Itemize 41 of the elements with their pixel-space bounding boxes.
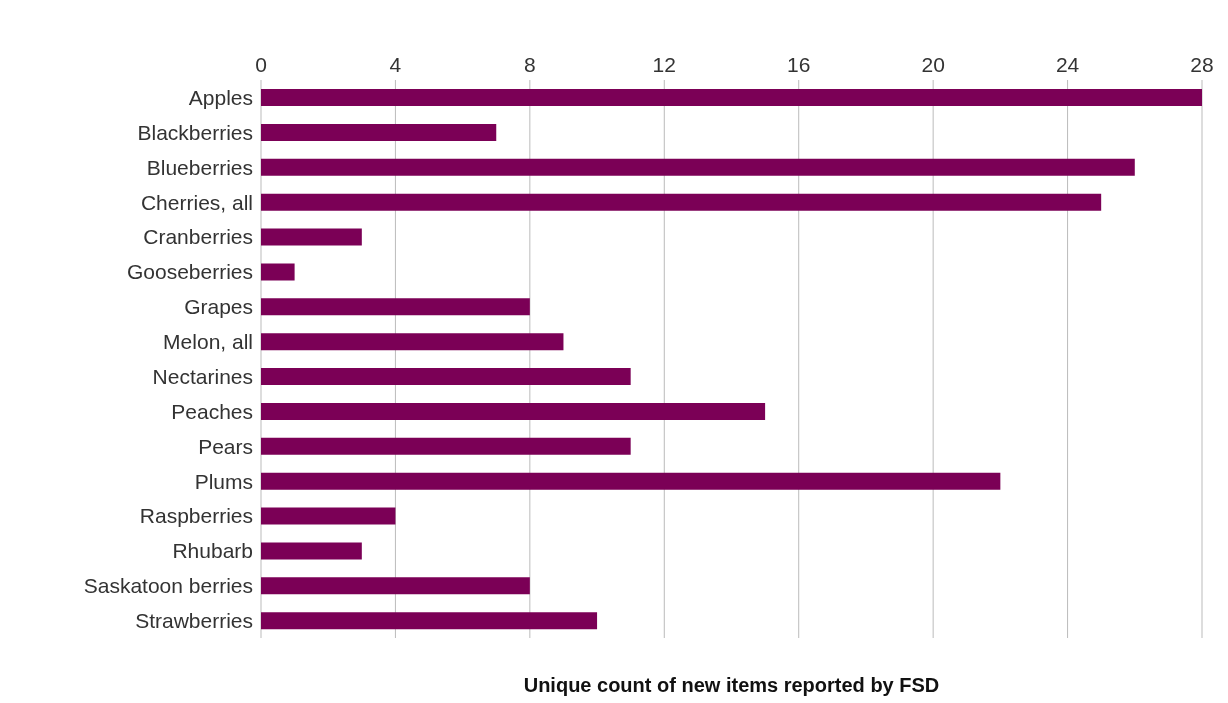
y-tick-label: Pears	[198, 434, 253, 458]
x-tick-label: 8	[524, 53, 536, 76]
bar	[261, 368, 631, 385]
bar	[261, 123, 497, 141]
bar	[261, 263, 295, 281]
x-tick-label: 20	[921, 53, 945, 76]
x-tick-label: 16	[787, 53, 811, 76]
y-tick-label: Grapes	[184, 295, 253, 319]
y-tick-label: Melon, all	[163, 330, 253, 354]
y-tick-label: Blackberries	[137, 120, 253, 144]
y-tick-label: Gooseberries	[126, 260, 253, 284]
y-tick-label: Apples	[188, 85, 253, 109]
bar	[261, 298, 530, 316]
y-tick-label: Nectarines	[152, 364, 253, 388]
y-tick-label: Raspberries	[139, 504, 253, 528]
bar	[261, 228, 362, 246]
y-tick-label: Saskatoon berries	[83, 574, 253, 598]
bar	[261, 333, 564, 351]
bar	[261, 542, 362, 560]
bar	[261, 437, 631, 455]
y-tick-label: Plums	[194, 469, 253, 493]
x-tick-label: 4	[389, 53, 402, 76]
bar	[261, 193, 1102, 211]
y-tick-label: Peaches	[171, 399, 253, 423]
x-tick-label: 24	[1055, 53, 1080, 76]
bar	[261, 158, 1135, 176]
x-tick-label: 28	[1190, 53, 1214, 76]
y-tick-label: Cherries, all	[140, 190, 253, 214]
x-tick-label: 0	[255, 53, 267, 76]
bar	[261, 507, 396, 525]
bar	[261, 472, 1001, 490]
y-tick-label: Strawberries	[135, 609, 253, 633]
bar	[261, 612, 598, 630]
bar	[261, 402, 766, 420]
x-tick-label: 12	[652, 53, 676, 76]
x-axis-title: Unique count of new items reported by FSD	[522, 674, 941, 697]
bar	[261, 577, 530, 595]
y-tick-label: Blueberries	[146, 155, 253, 179]
y-tick-label: Rhubarb	[172, 539, 253, 563]
y-tick-label: Cranberries	[143, 225, 253, 249]
bar	[261, 89, 1202, 106]
